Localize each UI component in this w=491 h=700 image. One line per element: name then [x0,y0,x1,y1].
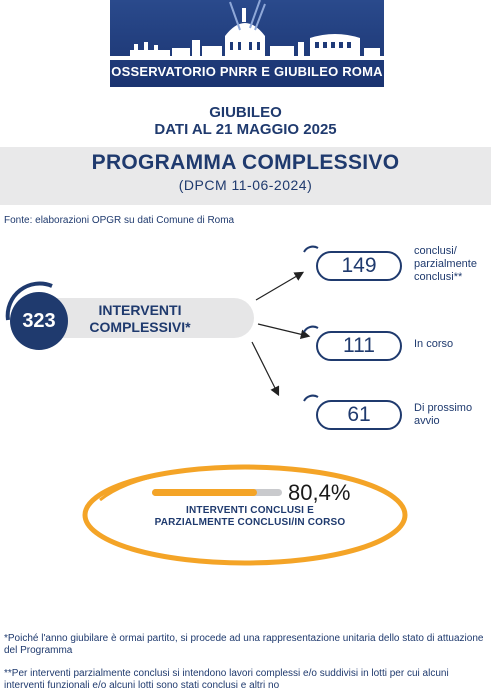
progress-label: INTERVENTI CONCLUSI E PARZIALMENTE CONCL… [154,505,346,528]
progress-percent: 80,4% [288,480,351,505]
total-value: 323 [10,292,68,350]
prossimo-avvio-value: 61 [316,400,402,430]
total-arc-icon [5,281,53,321]
program-title: PROGRAMMA COMPLESSIVO [91,151,400,174]
total-label: INTERVENTI COMPLESSIVI* [89,302,191,335]
arrow-to-conclusi-icon [255,271,305,301]
progress-fill [152,489,257,496]
conclusi-value: 149 [316,251,402,281]
in-corso-label: In corso [414,338,454,350]
program-band [0,147,491,205]
header-banner: OSSERVATORIO PNRR E GIUBILEO ROMA [110,0,384,87]
footnote-1: *Poiché l'anno giubilare è ormai partito… [4,633,484,656]
progress-track [152,489,282,496]
conclusi-label: conclusi/ parzialmente conclusi** [414,245,477,283]
prossimo-avvio-label: Di prossimo avvio [414,402,473,427]
program-subtitle: (DPCM 11-06-2024) [178,177,313,193]
highlight-ellipse-icon [82,464,408,566]
arrow-to-prossimo-icon [251,341,280,397]
footnote-2: **Per interventi parzialmente conclusi s… [4,668,449,691]
in-corso-value: 111 [316,331,402,361]
source-note: Fonte: elaborazioni OPGR su dati Comune … [4,215,235,226]
heading-date: DATI AL 21 MAGGIO 2025 [154,121,337,138]
rome-skyline-illustration [110,0,384,87]
arrow-to-in-corso-icon [257,323,311,339]
banner-title: OSSERVATORIO PNRR E GIUBILEO ROMA [111,64,383,79]
heading-giubileo: GIUBILEO [209,104,282,121]
